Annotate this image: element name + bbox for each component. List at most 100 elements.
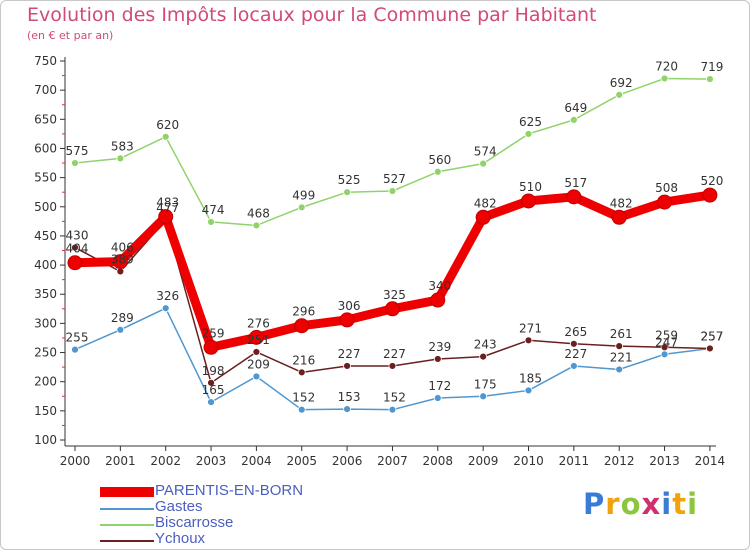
data-label-parentis-en-born: 517 <box>564 176 587 190</box>
data-label-ychoux: 257 <box>700 329 723 343</box>
y-tick-label: 150 <box>34 404 57 418</box>
data-point-parentis-en-born <box>566 189 582 205</box>
data-point-parentis-en-born <box>430 292 446 308</box>
data-point-ychoux <box>343 362 352 370</box>
data-label-biscarrosse: 574 <box>474 145 497 159</box>
x-tick-label: 2000 <box>60 454 91 468</box>
chart-subtitle: (en € et par an) <box>27 29 114 42</box>
data-point-gastes <box>252 372 261 381</box>
data-label-parentis-en-born: 482 <box>610 196 633 210</box>
data-label-biscarrosse: 527 <box>383 172 406 186</box>
x-tick-label: 2010 <box>513 454 544 468</box>
y-tick-label: 350 <box>34 287 57 301</box>
data-label-ychoux: 251 <box>247 333 270 347</box>
data-point-gastes <box>161 304 170 313</box>
data-point-parentis-en-born <box>203 339 219 355</box>
legend-label: PARENTIS-EN-BORN <box>155 482 304 499</box>
proxiti-logo: Proxiti <box>583 487 698 521</box>
data-label-ychoux: 389 <box>111 252 134 266</box>
data-point-biscarrosse <box>116 154 125 163</box>
data-point-parentis-en-born <box>339 312 355 328</box>
data-point-biscarrosse <box>569 115 578 124</box>
data-label-parentis-en-born: 306 <box>338 299 361 313</box>
data-point-parentis-en-born <box>657 194 673 210</box>
data-point-ychoux <box>297 368 306 377</box>
data-point-biscarrosse <box>207 218 215 226</box>
data-point-biscarrosse <box>252 221 261 230</box>
data-label-gastes: 257 <box>700 329 723 343</box>
data-label-gastes: 247 <box>655 335 678 349</box>
data-point-gastes <box>433 394 442 402</box>
y-tick-label: 450 <box>34 229 57 243</box>
data-point-ychoux <box>388 362 397 370</box>
data-label-biscarrosse: 625 <box>519 115 542 129</box>
data-point-parentis-en-born <box>702 187 718 203</box>
y-tick-label: 650 <box>34 112 57 126</box>
data-label-gastes: 289 <box>111 311 134 325</box>
logo-letter: t <box>672 487 688 521</box>
logo-letter: i <box>661 487 673 521</box>
data-point-biscarrosse <box>660 74 669 83</box>
data-label-biscarrosse: 583 <box>111 139 134 153</box>
data-point-ychoux <box>615 342 624 351</box>
data-point-gastes <box>116 325 125 334</box>
data-label-ychoux: 261 <box>610 327 633 341</box>
data-label-gastes: 152 <box>383 391 406 405</box>
data-point-gastes <box>569 362 578 370</box>
data-point-gastes <box>71 345 79 354</box>
data-label-gastes: 153 <box>338 390 361 404</box>
y-tick-label: 550 <box>34 171 57 185</box>
data-point-ychoux <box>706 344 714 353</box>
x-tick-label: 2006 <box>332 454 363 468</box>
logo-letter: P <box>583 487 606 521</box>
data-label-ychoux: 430 <box>66 229 89 243</box>
legend-label: Ychoux <box>155 530 206 547</box>
data-label-gastes: 326 <box>156 289 179 303</box>
y-tick-label: 600 <box>34 141 57 155</box>
data-point-gastes <box>207 398 215 407</box>
data-point-biscarrosse <box>433 167 442 176</box>
data-label-biscarrosse: 720 <box>655 59 678 73</box>
data-label-parentis-en-born: 510 <box>519 180 542 194</box>
data-label-ychoux: 216 <box>292 353 315 367</box>
x-tick-label: 2011 <box>559 454 590 468</box>
data-point-gastes <box>479 392 488 401</box>
data-label-parentis-en-born: 483 <box>156 196 179 210</box>
y-tick-label: 100 <box>34 433 57 447</box>
data-point-ychoux <box>479 352 488 361</box>
data-point-parentis-en-born <box>294 318 310 334</box>
data-label-parentis-en-born: 276 <box>247 316 270 330</box>
data-point-ychoux <box>524 336 533 345</box>
data-label-parentis-en-born: 406 <box>111 241 134 255</box>
legend-swatch <box>100 487 154 497</box>
chart-title: Evolution des Impôts locaux pour la Comm… <box>27 4 597 26</box>
logo-letter: r <box>605 487 621 521</box>
data-label-biscarrosse: 692 <box>610 76 633 90</box>
data-point-ychoux <box>252 348 261 356</box>
data-label-gastes: 255 <box>66 331 89 345</box>
x-tick-label: 2005 <box>286 454 317 468</box>
data-label-ychoux: 239 <box>428 340 451 354</box>
legend-swatch <box>100 524 154 526</box>
data-point-biscarrosse <box>706 75 714 83</box>
y-tick-label: 700 <box>34 83 57 97</box>
data-label-parentis-en-born: 482 <box>474 196 497 210</box>
data-point-parentis-en-born <box>248 329 264 345</box>
data-point-biscarrosse <box>343 188 352 197</box>
x-tick-label: 2001 <box>105 454 136 468</box>
data-label-biscarrosse: 468 <box>247 206 270 220</box>
data-point-parentis-en-born <box>67 255 83 271</box>
data-label-ychoux: 265 <box>564 325 587 339</box>
data-point-biscarrosse <box>524 129 533 138</box>
data-point-biscarrosse <box>479 159 488 168</box>
x-tick-label: 2002 <box>150 454 181 468</box>
data-point-ychoux <box>71 243 79 252</box>
data-label-ychoux: 259 <box>655 328 678 342</box>
logo-letter: i <box>687 487 699 521</box>
data-label-ychoux: 271 <box>519 321 542 335</box>
data-point-parentis-en-born <box>611 209 627 225</box>
data-label-parentis-en-born: 508 <box>655 181 678 195</box>
x-tick-label: 2009 <box>468 454 499 468</box>
